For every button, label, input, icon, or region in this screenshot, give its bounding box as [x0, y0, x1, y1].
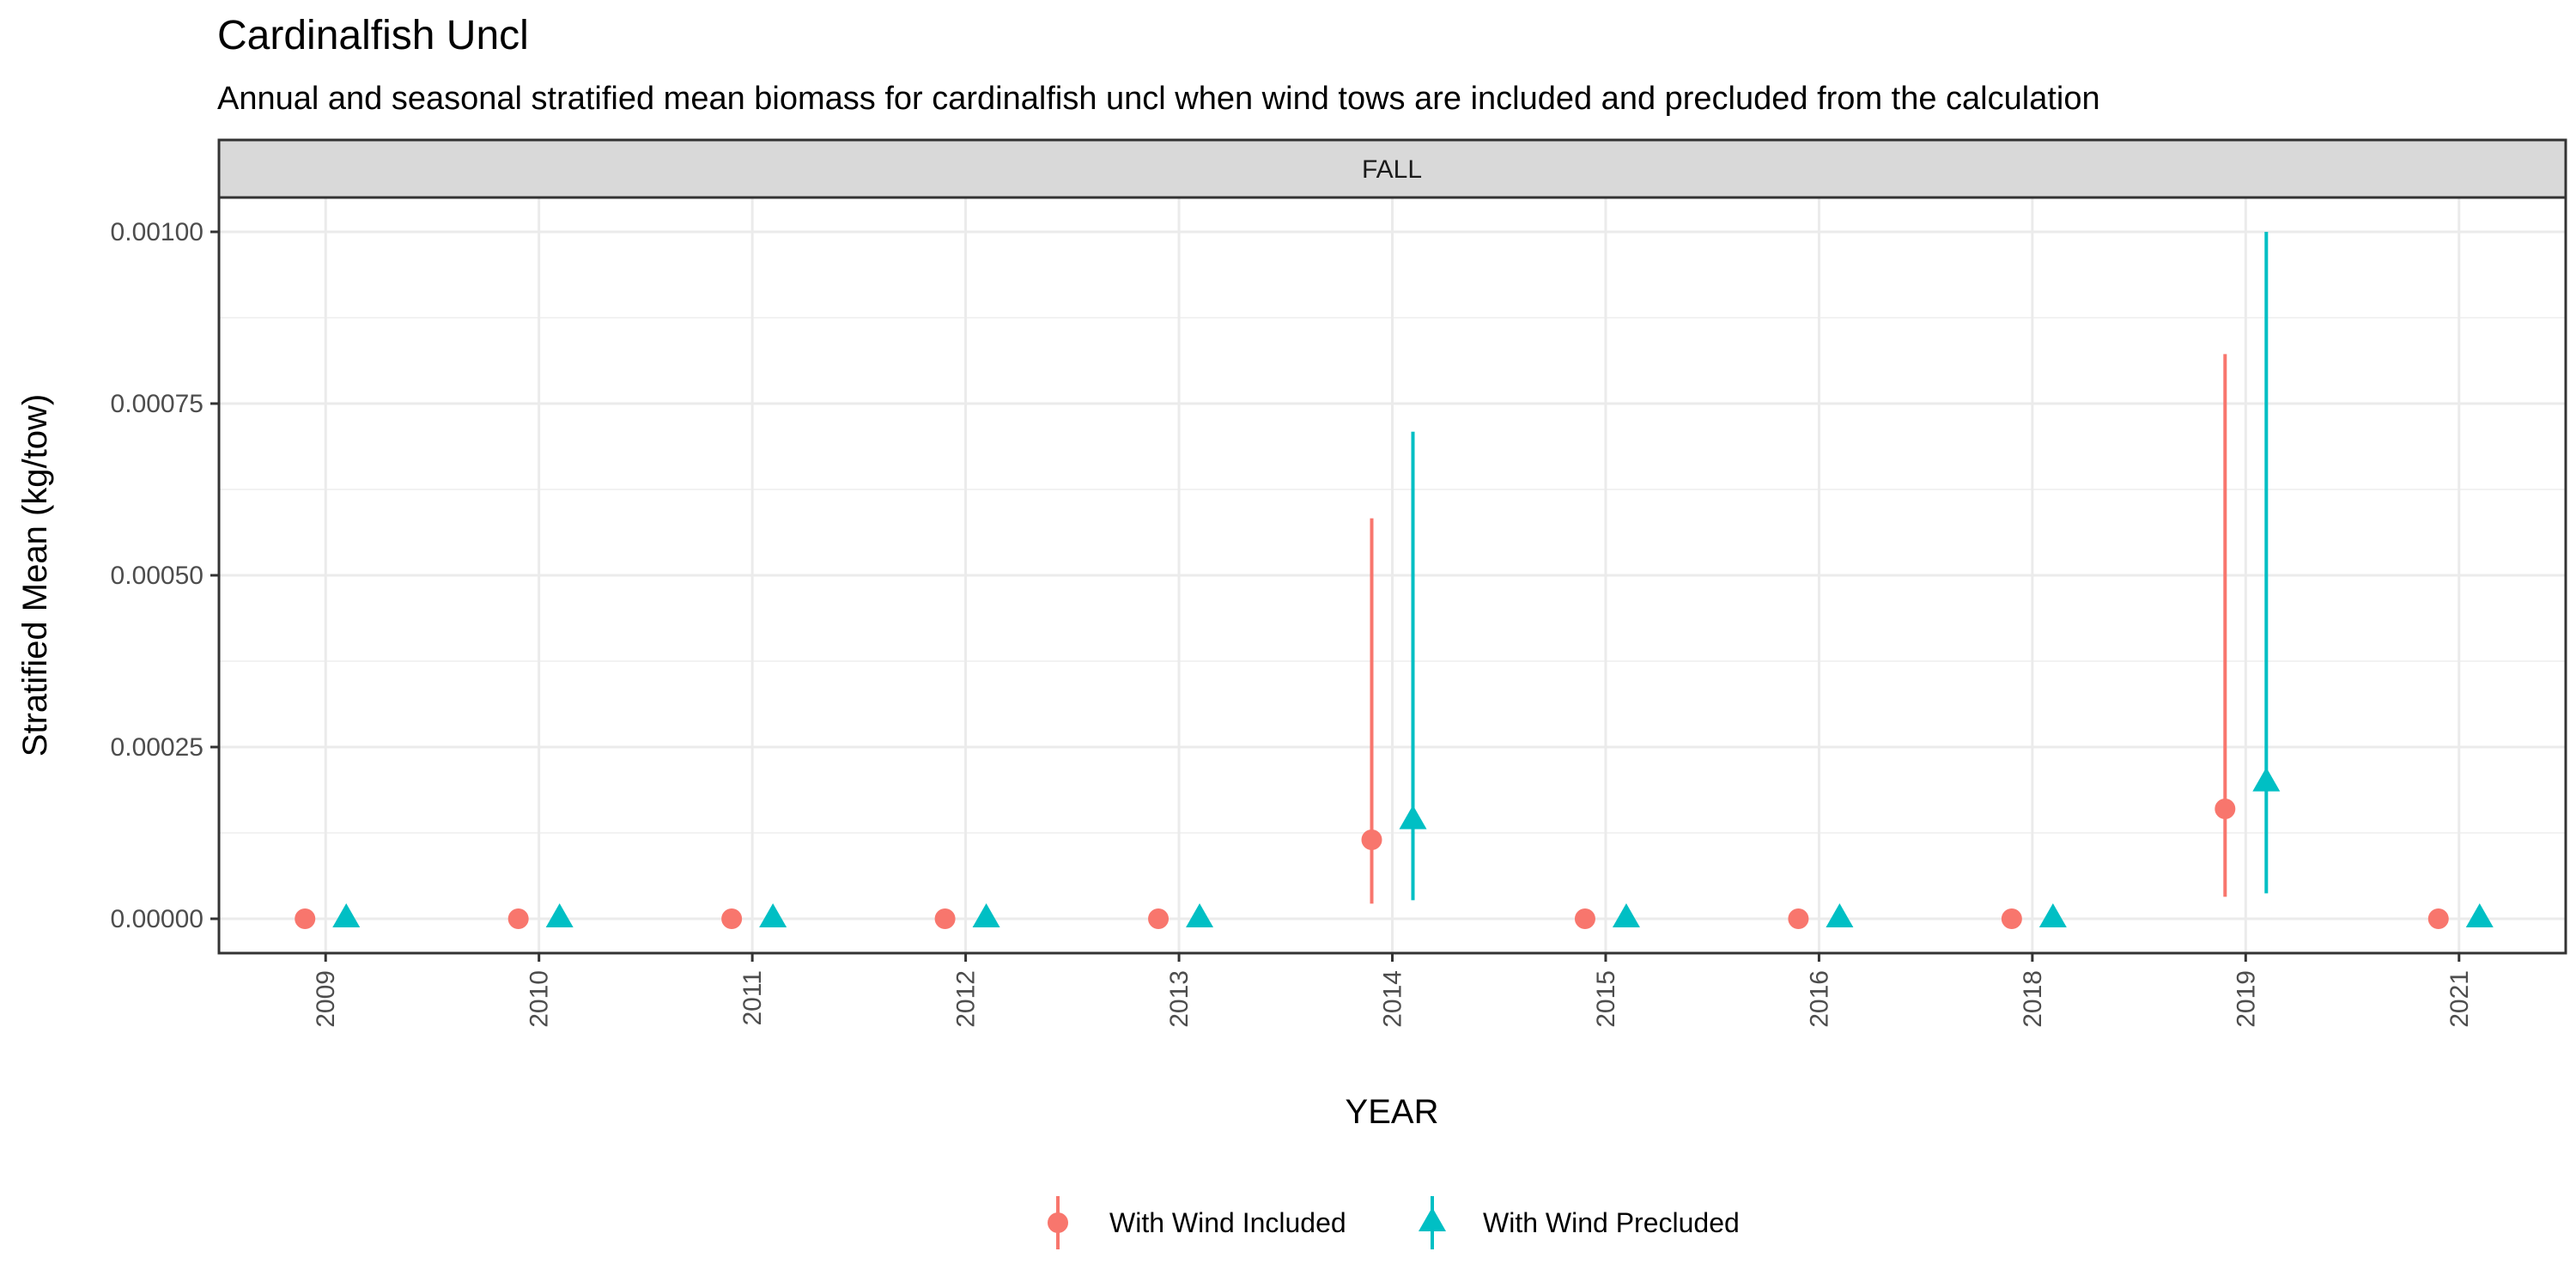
- point-precluded: [1826, 903, 1854, 927]
- facet-label: FALL: [1362, 155, 1422, 184]
- legend-item-included: With Wind Included: [1048, 1196, 1346, 1249]
- point-precluded: [759, 903, 787, 927]
- legend-precluded-label: With Wind Precluded: [1483, 1207, 1740, 1238]
- point-included: [1148, 908, 1170, 929]
- point-included: [2427, 908, 2449, 929]
- point-included: [1788, 908, 1809, 929]
- chart-subtitle: Annual and seasonal stratified mean biom…: [217, 81, 2100, 117]
- x-tick-label: 2013: [1165, 970, 1194, 1028]
- y-tick-label: 0.00075: [111, 390, 204, 418]
- point-included: [1361, 829, 1382, 850]
- x-tick-label: 2018: [2019, 970, 2047, 1028]
- facet-strip: [217, 138, 2567, 199]
- legend-included-label: With Wind Included: [1109, 1207, 1346, 1238]
- x-tick-label: 2009: [312, 970, 340, 1028]
- point-precluded: [1186, 903, 1214, 927]
- x-tick-label: 2012: [952, 970, 981, 1028]
- x-axis-title: YEAR: [1346, 1093, 1439, 1131]
- y-tick-label: 0.00000: [111, 905, 204, 933]
- x-tick-label: 2016: [1805, 970, 1833, 1028]
- data-points: [295, 767, 2494, 929]
- legend: With Wind Included With Wind Precluded: [1048, 1196, 1740, 1249]
- y-axis-title: Stratified Mean (kg/tow): [16, 394, 54, 756]
- legend-precluded-marker: [1419, 1207, 1446, 1231]
- point-precluded: [2465, 903, 2494, 927]
- chart-title: Cardinalfish Uncl: [217, 13, 529, 58]
- point-included: [2001, 908, 2022, 929]
- point-included: [2215, 799, 2236, 819]
- point-precluded: [1399, 805, 1427, 829]
- major-gridlines: [219, 197, 2566, 953]
- y-tick-label: 0.00050: [111, 562, 204, 590]
- x-tick-label: 2019: [2232, 970, 2260, 1028]
- x-tick-label: 2011: [738, 970, 767, 1026]
- x-tick-label: 2015: [1592, 970, 1620, 1028]
- x-tick-label: 2021: [2445, 970, 2474, 1028]
- y-axis: 0.00000 0.00025 0.00050 0.00075 0.00100: [111, 218, 219, 933]
- point-precluded: [972, 903, 1000, 927]
- point-included: [721, 908, 743, 929]
- y-tick-label: 0.00025: [111, 733, 204, 762]
- point-precluded: [545, 903, 574, 927]
- x-axis: 2009 2010 2011 2012 2013 2014 2015 2016 2018 2019…: [312, 953, 2474, 1028]
- point-included: [934, 908, 956, 929]
- point-precluded: [2038, 903, 2067, 927]
- legend-item-precluded: With Wind Precluded: [1419, 1196, 1740, 1249]
- point-included: [295, 908, 316, 929]
- point-precluded: [1612, 903, 1640, 927]
- point-included: [507, 908, 529, 929]
- y-tick-label: 0.00100: [111, 218, 204, 246]
- legend-included-marker: [1048, 1212, 1068, 1233]
- point-precluded: [2252, 767, 2281, 792]
- point-included: [1574, 908, 1595, 929]
- point-precluded: [332, 903, 361, 927]
- x-tick-label: 2014: [1379, 970, 1407, 1028]
- x-tick-label: 2010: [526, 970, 554, 1028]
